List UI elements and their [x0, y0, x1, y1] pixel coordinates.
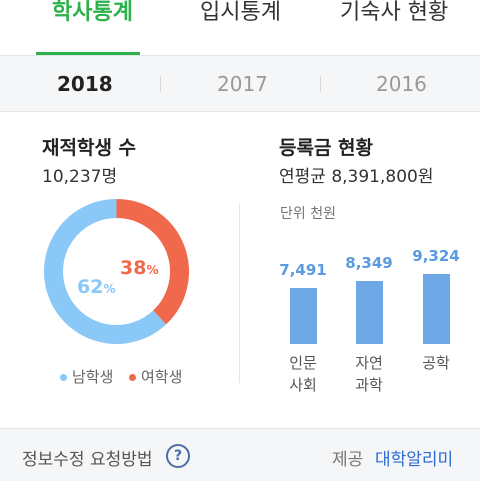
year-separator: [320, 76, 321, 92]
male-pct-unit: %: [103, 282, 116, 296]
provider-label: 제공: [332, 450, 364, 470]
female-pct-unit: %: [146, 263, 159, 277]
tuition-title: 등록금 현황: [279, 137, 374, 159]
legend-female: 여학생: [129, 366, 182, 387]
legend-dot-female: [129, 374, 136, 381]
chart-unit-label: 단위 천원: [280, 206, 336, 222]
donut-segment-female: [116, 199, 189, 325]
legend-label-male: 남학생: [72, 368, 114, 386]
footer-bar: 정보수정 요청방법 ? 제공 대학알리미: [0, 428, 480, 481]
female-percentage: 38%: [120, 257, 158, 279]
tab-admission-stats[interactable]: 입시통계: [200, 0, 281, 25]
bar-category-label: 공학: [422, 354, 450, 372]
tab-academic-stats[interactable]: 학사통계: [52, 0, 133, 25]
year-2017[interactable]: 2017: [217, 72, 268, 96]
bar-value-label: 8,349: [345, 254, 393, 272]
legend-dot-male: [60, 374, 67, 381]
female-pct-value: 38: [120, 257, 147, 279]
section-divider: [239, 203, 240, 383]
year-2016[interactable]: 2016: [376, 72, 427, 96]
gender-donut-chart: [44, 199, 189, 344]
students-count: 10,237명: [42, 167, 118, 187]
bar-1: [355, 281, 383, 344]
bar-0: [289, 288, 317, 344]
students-title: 재적학생 수: [42, 137, 137, 159]
active-tab-indicator: [36, 52, 140, 55]
year-separator: [160, 76, 161, 92]
info-correction-link[interactable]: 정보수정 요청방법: [22, 450, 153, 470]
bar-2: [422, 274, 450, 344]
top-tab-bar: 학사통계 입시통계 기숙사 현황: [0, 0, 480, 55]
provider-link[interactable]: 대학알리미: [375, 450, 454, 470]
donut-segment-male: [44, 199, 167, 344]
bar-category-label: 자연 과학: [355, 354, 383, 394]
year-2018[interactable]: 2018: [57, 72, 113, 96]
legend-male: 남학생: [60, 366, 113, 387]
year-selector: 2018 2017 2016: [0, 55, 480, 112]
male-percentage: 62%: [77, 276, 115, 298]
male-pct-value: 62: [77, 276, 104, 298]
legend-label-female: 여학생: [141, 368, 183, 386]
bar-value-label: 9,324: [412, 247, 460, 265]
question-circle-icon[interactable]: ?: [166, 444, 190, 468]
tab-dormitory-status[interactable]: 기숙사 현황: [340, 0, 449, 25]
bar-category-label: 인문 사회: [289, 354, 317, 394]
bar-value-label: 7,491: [279, 261, 327, 279]
tuition-average: 연평균 8,391,800원: [279, 167, 434, 187]
